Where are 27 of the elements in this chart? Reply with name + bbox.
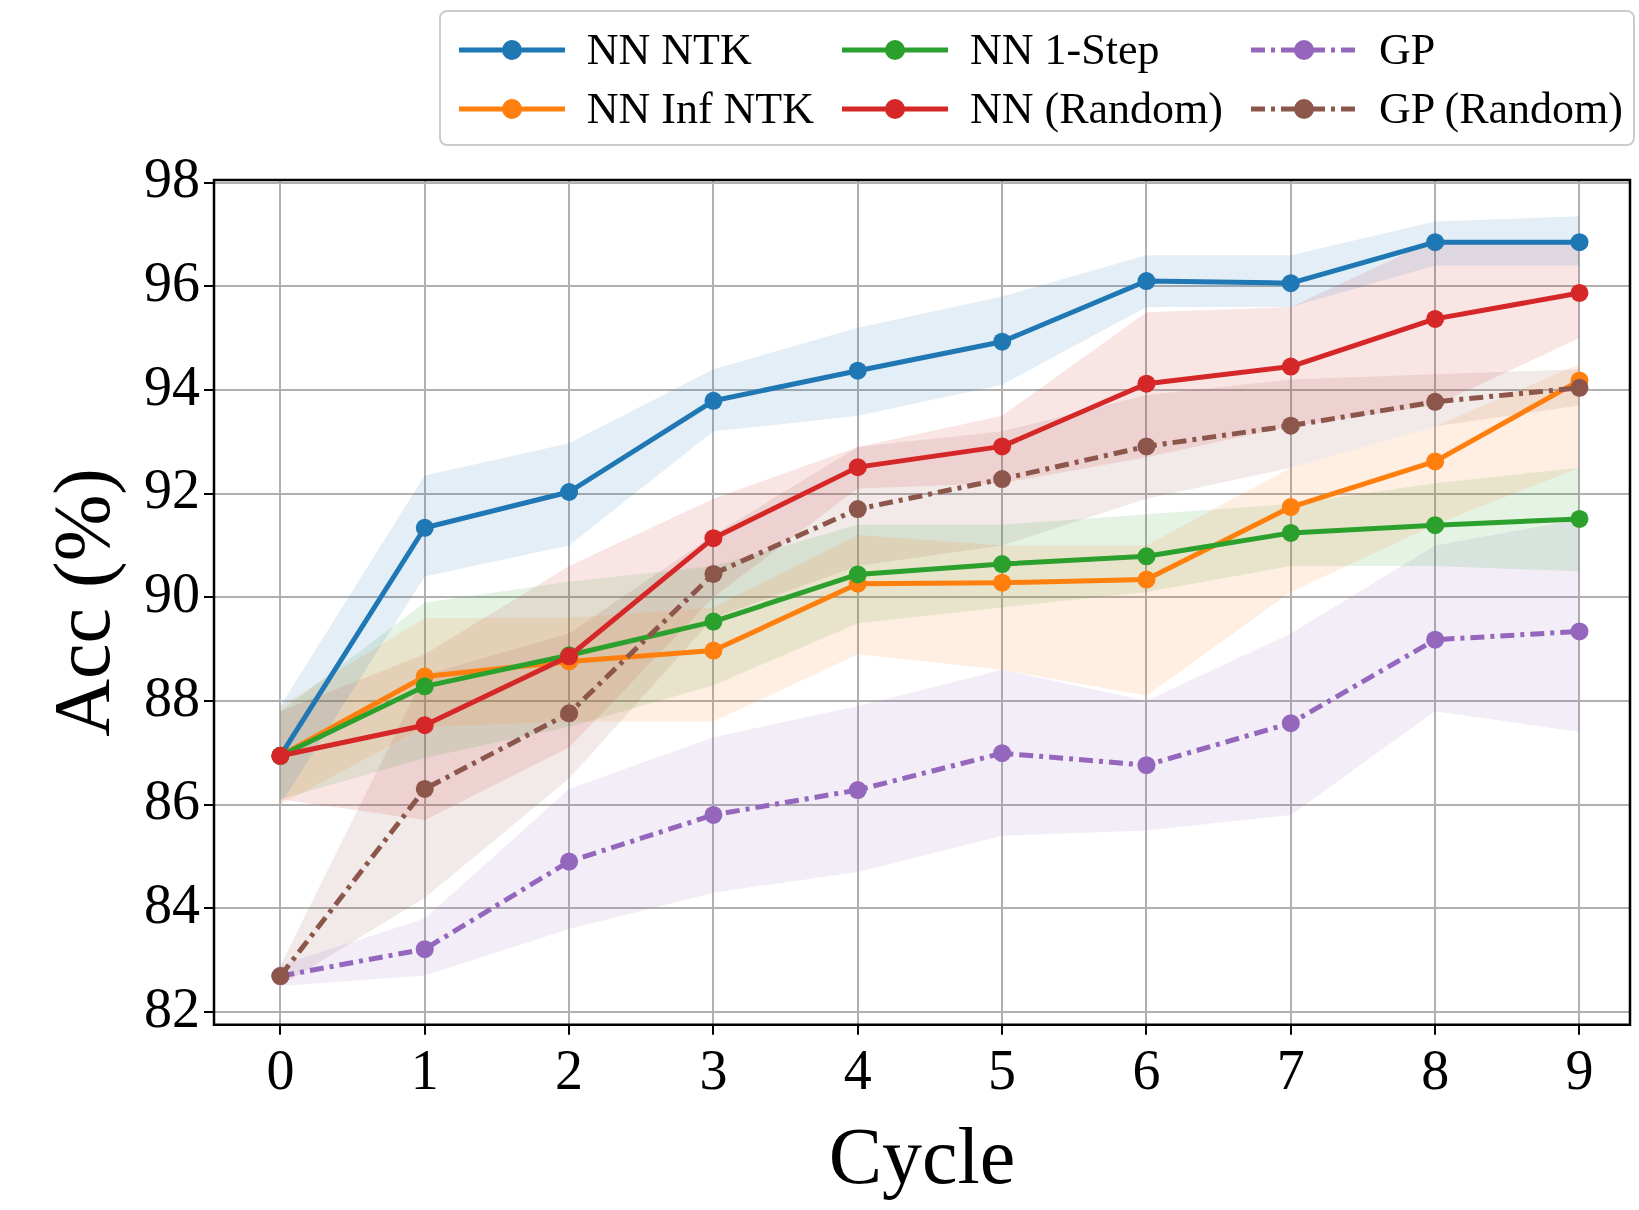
y-tick-label: 94 xyxy=(144,354,200,417)
y-tick-label: 98 xyxy=(144,147,200,210)
x-axis-title: Cycle xyxy=(828,1112,1016,1201)
legend-label: NN (Random) xyxy=(970,83,1223,134)
legend-label: NN Inf NTK xyxy=(586,83,814,134)
y-tick-label: 82 xyxy=(144,976,200,1039)
legend-label: NN NTK xyxy=(586,24,752,75)
y-axis-title: Acc (%) xyxy=(38,468,128,737)
x-tick-label: 4 xyxy=(843,1039,872,1102)
x-tick-label: 1 xyxy=(410,1039,439,1102)
y-tick-label: 88 xyxy=(144,665,200,728)
y-tick-label: 84 xyxy=(144,872,200,935)
x-tick-label: 9 xyxy=(1565,1039,1594,1102)
x-tick-label: 6 xyxy=(1132,1039,1161,1102)
y-tick-label: 90 xyxy=(144,561,200,624)
legend-label: GP (Random) xyxy=(1378,83,1623,134)
y-tick-label: 92 xyxy=(144,458,200,521)
legend-label: NN 1-Step xyxy=(970,24,1160,75)
x-tick-label: 3 xyxy=(699,1039,728,1102)
x-tick-label: 7 xyxy=(1276,1039,1305,1102)
y-tick-label: 86 xyxy=(144,769,200,832)
legend-label: GP xyxy=(1378,24,1436,75)
x-tick-label: 0 xyxy=(266,1039,295,1102)
x-tick-label: 8 xyxy=(1421,1039,1450,1102)
x-tick-label: 5 xyxy=(988,1039,1017,1102)
y-tick-label: 96 xyxy=(144,250,200,313)
x-tick-label: 2 xyxy=(555,1039,584,1102)
